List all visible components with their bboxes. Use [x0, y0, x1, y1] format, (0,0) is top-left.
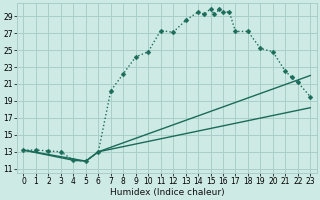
X-axis label: Humidex (Indice chaleur): Humidex (Indice chaleur): [109, 188, 224, 197]
